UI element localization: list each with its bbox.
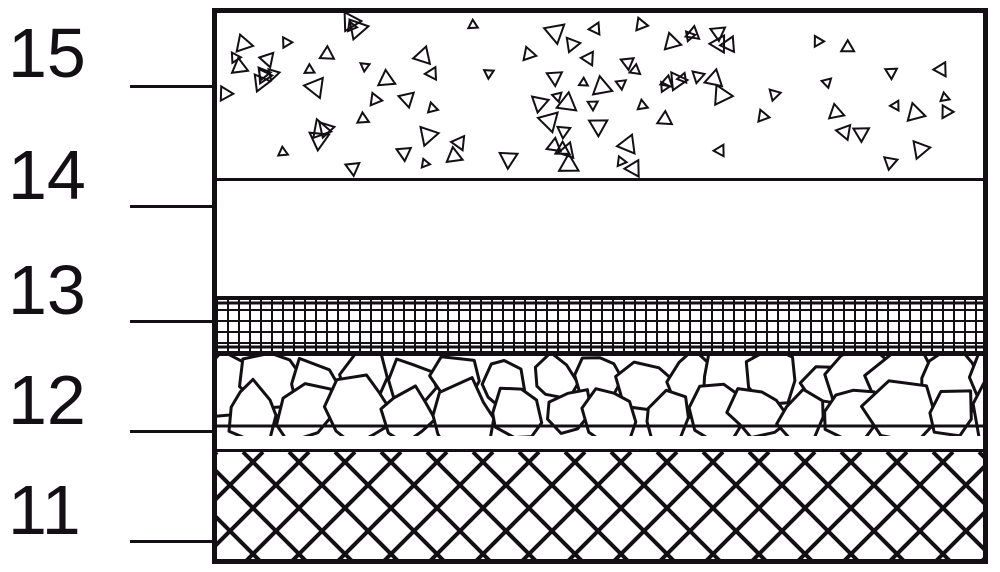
leader-13 xyxy=(130,320,212,323)
leader-15 xyxy=(130,85,212,88)
speckled-layer-15 xyxy=(217,13,983,178)
crosshatch-layer-11 xyxy=(217,449,983,564)
grid-layer-13 xyxy=(217,296,983,351)
label-12: 12 xyxy=(8,365,86,435)
rubble-layer-12 xyxy=(217,351,983,436)
canvas: 15 14 13 12 11 xyxy=(0,0,1000,572)
diagram-frame xyxy=(212,8,988,564)
blank-layer-14 xyxy=(217,178,983,296)
label-13: 13 xyxy=(8,255,86,325)
leader-12 xyxy=(130,430,212,433)
leader-14 xyxy=(130,205,212,208)
label-14: 14 xyxy=(8,140,86,210)
label-15: 15 xyxy=(8,18,86,88)
leader-11 xyxy=(130,540,212,543)
label-11: 11 xyxy=(8,475,81,545)
